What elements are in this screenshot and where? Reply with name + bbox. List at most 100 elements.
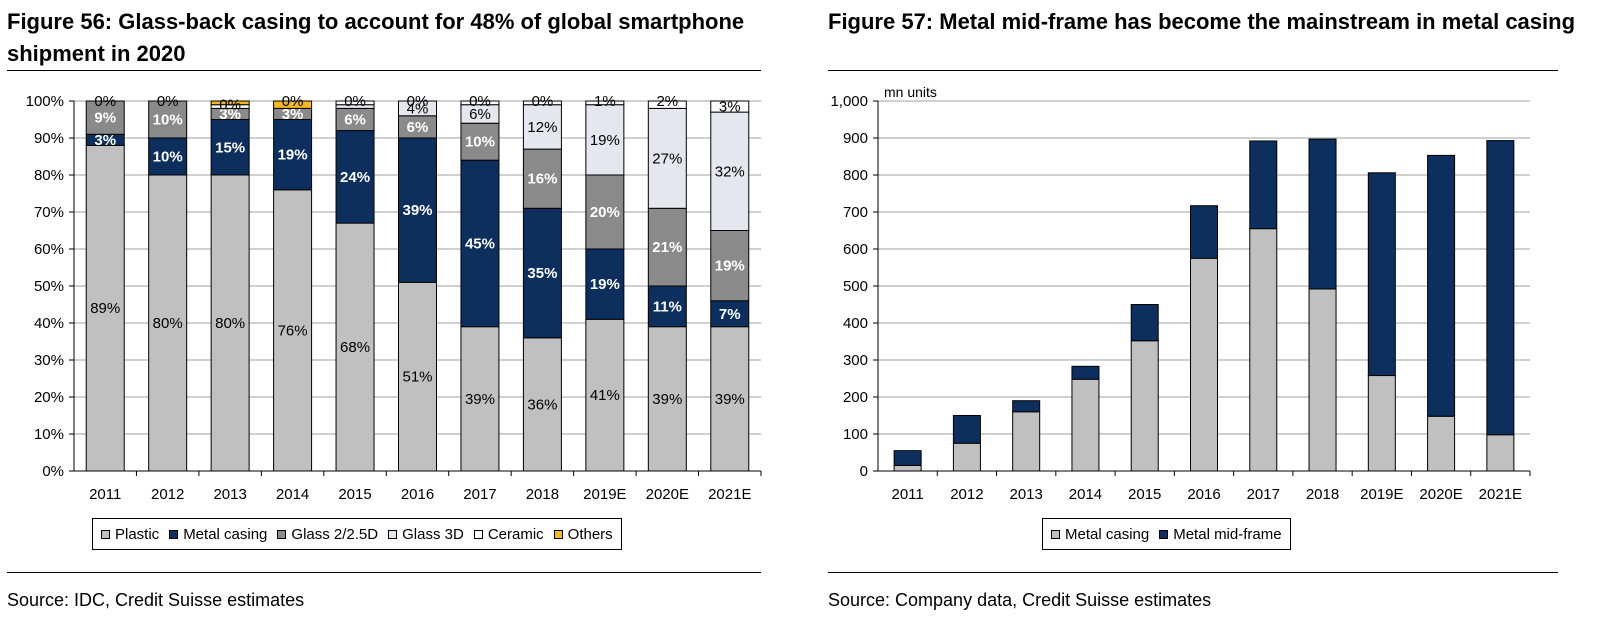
x-tick-label: 2014 xyxy=(276,486,309,503)
data-label-plastic: 39% xyxy=(465,391,495,408)
legend-label: Metal mid-frame xyxy=(1173,525,1282,543)
data-label-ceramic: 2% xyxy=(656,93,678,110)
data-label-glass-2-2-5d: 3% xyxy=(282,106,304,123)
legend-item-ceramic: Ceramic xyxy=(473,525,544,543)
bar-segment-glass-2-2-5d xyxy=(148,100,188,139)
legend-swatch xyxy=(169,529,179,539)
legend-label: Metal casing xyxy=(1065,525,1150,543)
bar-segment-glass-3d xyxy=(585,104,625,176)
data-label-ceramic: 0% xyxy=(219,97,241,114)
y-tick-label: 50% xyxy=(34,278,64,295)
unit-label: mn units xyxy=(884,84,937,100)
data-label-metal-casing: 10% xyxy=(153,149,183,166)
bar-segment-glass-2-2-5d xyxy=(460,122,500,161)
data-label-glass-2-2-5d: 19% xyxy=(715,258,745,275)
x-tick-label: 2016 xyxy=(401,486,434,503)
x-tick-label: 2015 xyxy=(338,486,371,503)
x-tick-label: 2012 xyxy=(950,486,983,503)
y-tick-label: 800 xyxy=(843,167,868,184)
bar-segment-metal-mid-frame xyxy=(893,450,922,466)
bar-segment-metal-mid-frame xyxy=(1012,400,1041,413)
x-tick-label: 2019E xyxy=(1360,486,1403,503)
legend-item-plastic: Plastic xyxy=(101,526,159,543)
data-label-ceramic: 3% xyxy=(719,99,741,116)
bar-segment-metal-casing xyxy=(148,137,188,176)
legend-item-others: Others xyxy=(553,525,613,543)
data-label-metal-casing: 39% xyxy=(402,202,432,219)
bar-segment-metal-mid-frame xyxy=(952,415,981,444)
bar-segment-ceramic xyxy=(647,100,687,109)
bar-segment-metal-casing xyxy=(647,285,687,328)
data-label-plastic: 39% xyxy=(652,391,682,408)
bar-segment-others xyxy=(210,100,250,106)
legend-label: Plastic xyxy=(115,525,160,543)
data-label-metal-casing: 3% xyxy=(94,132,116,149)
data-label-ceramic: 0% xyxy=(344,93,366,110)
legend-item-glass-3d: Glass 3D xyxy=(388,526,464,543)
y-tick-label: 200 xyxy=(843,389,868,406)
y-tick-label: 30% xyxy=(34,352,64,369)
legend-label: Ceramic xyxy=(487,525,544,543)
bar-segment-others xyxy=(273,100,313,109)
bar-segment-metal-casing xyxy=(952,442,981,472)
bar-segment-metal-casing xyxy=(1190,257,1218,472)
x-tick-label: 2013 xyxy=(1009,486,1042,503)
figure-56-chart: 0% 10% 20% 30% 40% 50% 60% 70% 80% 90% 100% 2011 201… xyxy=(26,93,762,503)
legend-label: Glass 3D xyxy=(402,525,464,543)
data-label-glass-3d: 19% xyxy=(590,132,620,149)
legend-label: Glass 2/2.5D xyxy=(291,525,379,543)
y-tick-label: 10% xyxy=(34,426,64,443)
bar-segment-metal-casing xyxy=(710,300,750,328)
title-rule xyxy=(7,70,761,71)
data-label-plastic: 39% xyxy=(715,391,745,408)
bar-segment-metal-casing xyxy=(893,464,922,472)
data-label-metal-casing: 19% xyxy=(278,147,308,164)
data-label-ceramic: 1% xyxy=(594,93,616,110)
y-tick-label: 600 xyxy=(843,241,868,258)
data-label-metal-casing: 24% xyxy=(340,169,370,186)
data-label-glass-2-2-5d: 6% xyxy=(407,119,429,136)
bar-segment-metal-casing xyxy=(1012,411,1041,472)
data-label-glass-2-2-5d: 10% xyxy=(465,134,495,151)
bar-segment-glass-3d xyxy=(710,111,750,231)
x-tick-label: 2021E xyxy=(1479,486,1522,503)
bar-segment-ceramic xyxy=(335,100,375,106)
bar-segment-plastic xyxy=(710,326,750,472)
x-tick-label: 2011 xyxy=(89,486,121,503)
data-label-glass-3d: 12% xyxy=(527,119,557,136)
data-label-glass-3d: 4% xyxy=(407,100,429,117)
bar-segment-metal-casing xyxy=(460,159,500,328)
data-label-ceramic: 0% xyxy=(157,93,179,110)
data-label-metal-casing: 7% xyxy=(719,306,741,323)
legend-swatch xyxy=(473,529,483,539)
bar-segment-metal-mid-frame xyxy=(1130,304,1159,342)
figure-57-panel: Figure 57: Metal mid-frame has become th… xyxy=(828,0,1609,638)
bar-segment-metal-mid-frame xyxy=(1249,140,1278,230)
bar-segment-glass-3d xyxy=(398,100,437,117)
data-label-metal-casing: 11% xyxy=(653,298,682,315)
bar-segment-ceramic xyxy=(585,100,625,106)
bar-segment-metal-mid-frame xyxy=(1486,140,1515,436)
data-label-plastic: 80% xyxy=(153,315,183,332)
data-label-plastic: 51% xyxy=(402,369,432,386)
bar-segment-glass-2-2-5d xyxy=(585,174,625,250)
figure-56-panel: Figure 56: Glass-back casing to account … xyxy=(0,0,785,638)
y-tick-label: 900 xyxy=(843,130,868,147)
data-label-glass-2-2-5d: 3% xyxy=(219,106,241,123)
data-label-glass-2-2-5d: 21% xyxy=(652,239,682,256)
bar-segment-metal-mid-frame xyxy=(1308,138,1337,290)
y-tick-label: 100 xyxy=(843,426,868,443)
legend-swatch xyxy=(277,529,287,539)
bar-segment-ceramic xyxy=(710,100,750,113)
bar-segment-metal-mid-frame xyxy=(1071,365,1100,380)
bar-segment-metal-casing xyxy=(1486,434,1515,472)
data-label-others: 0% xyxy=(282,93,304,110)
legend-item-metal-casing: Metal casing xyxy=(169,526,267,543)
x-tick-label: 2013 xyxy=(213,486,246,503)
bar-segment-glass-2-2-5d xyxy=(647,207,687,287)
legend-label: Others xyxy=(567,525,613,543)
bar-segment-glass-3d xyxy=(647,107,687,209)
bar-segment-ceramic xyxy=(522,100,562,106)
x-tick-label: 2018 xyxy=(526,486,559,503)
x-tick-label: 2020E xyxy=(1419,486,1462,503)
